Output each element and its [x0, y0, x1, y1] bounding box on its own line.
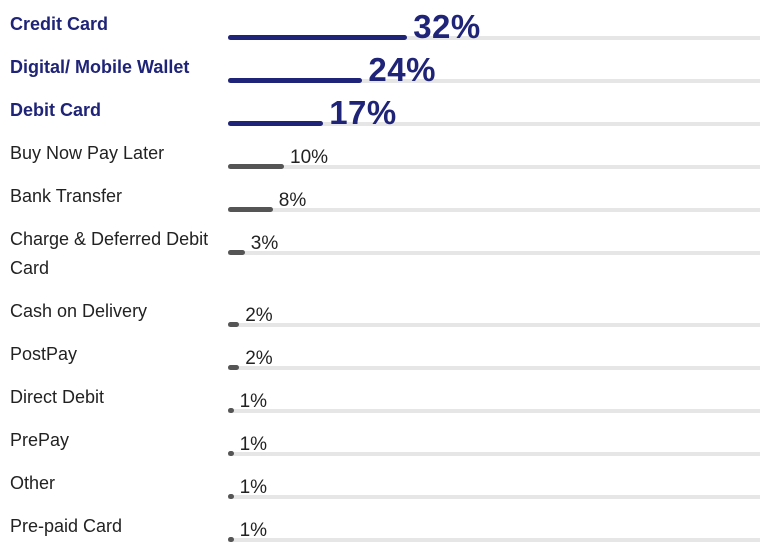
bar-area: 8% — [228, 182, 760, 214]
bar-row: Charge & Deferred Debit Card 3% — [0, 225, 763, 297]
bar-area: 17% — [228, 94, 760, 131]
bar-track — [228, 409, 760, 413]
value-label: 1% — [239, 391, 268, 412]
category-label: Debit Card — [10, 100, 102, 120]
bar-track — [228, 122, 760, 126]
category-label: Charge & Deferred Debit Card — [10, 229, 209, 278]
bar — [228, 322, 240, 327]
value-label: 3% — [250, 233, 279, 254]
bar-area: 1% — [228, 469, 760, 501]
bar — [228, 494, 234, 499]
category-label: Direct Debit — [10, 387, 105, 407]
category-label: Credit Card — [10, 14, 109, 34]
bar-row: Bank Transfer 8% — [0, 182, 763, 225]
category-label: PrePay — [10, 430, 70, 450]
bar — [228, 451, 234, 456]
category-label: Buy Now Pay Later — [10, 143, 165, 163]
category-label: Other — [10, 473, 56, 493]
value-label: 1% — [239, 520, 268, 541]
bar-row: PostPay 2% — [0, 340, 763, 383]
bar-row: PrePay 1% — [0, 426, 763, 469]
bar-track — [228, 36, 760, 40]
bar-row: Direct Debit 1% — [0, 383, 763, 426]
bar-area: 1% — [228, 383, 760, 415]
value-label: 2% — [245, 348, 273, 369]
bar-row: Debit Card 17% — [0, 96, 763, 139]
bar-area: 24% — [228, 51, 760, 88]
bar — [228, 164, 284, 169]
bar-area: 32% — [228, 8, 760, 45]
bar-track — [228, 323, 760, 327]
bar-row: Buy Now Pay Later 10% — [0, 139, 763, 182]
value-label: 10% — [290, 147, 329, 168]
value-label: 17% — [329, 94, 397, 131]
bar-area: 1% — [228, 512, 760, 544]
bar-track — [228, 165, 760, 169]
bar-track — [228, 538, 760, 542]
category-label: Bank Transfer — [10, 186, 123, 206]
bar-area: 1% — [228, 426, 760, 458]
bar — [228, 121, 324, 126]
bar-track — [228, 79, 760, 83]
bar — [228, 35, 408, 40]
category-label: Digital/ Mobile Wallet — [10, 57, 190, 77]
bar-area: 2% — [228, 340, 760, 372]
bar-area: 10% — [228, 139, 760, 171]
bar-row: Digital/ Mobile Wallet 24% — [0, 53, 763, 96]
value-label: 32% — [413, 8, 481, 45]
category-label: PostPay — [10, 344, 78, 364]
bar-row: Pre-paid Card 1% — [0, 512, 763, 555]
bar-row: Cash on Delivery 2% — [0, 297, 763, 340]
bar — [228, 537, 234, 542]
bar — [228, 207, 273, 212]
bar-area: 3% — [228, 225, 760, 257]
bar — [228, 250, 245, 255]
value-label: 1% — [239, 477, 268, 498]
bar — [228, 365, 240, 370]
bar-track — [228, 251, 760, 255]
bar-track — [228, 495, 760, 499]
category-label: Pre-paid Card — [10, 516, 123, 536]
value-label: 8% — [278, 190, 307, 211]
category-label: Cash on Delivery — [10, 301, 148, 321]
bar-track — [228, 366, 760, 370]
bar-row: Credit Card 32% — [0, 10, 763, 53]
value-label: 1% — [239, 434, 268, 455]
value-label: 24% — [368, 51, 436, 88]
bar-row: Other 1% — [0, 469, 763, 512]
bar-track — [228, 208, 760, 212]
bar-track — [228, 452, 760, 456]
bar-area: 2% — [228, 297, 760, 329]
bar — [228, 78, 363, 83]
value-label: 2% — [245, 305, 273, 326]
bar — [228, 408, 234, 413]
